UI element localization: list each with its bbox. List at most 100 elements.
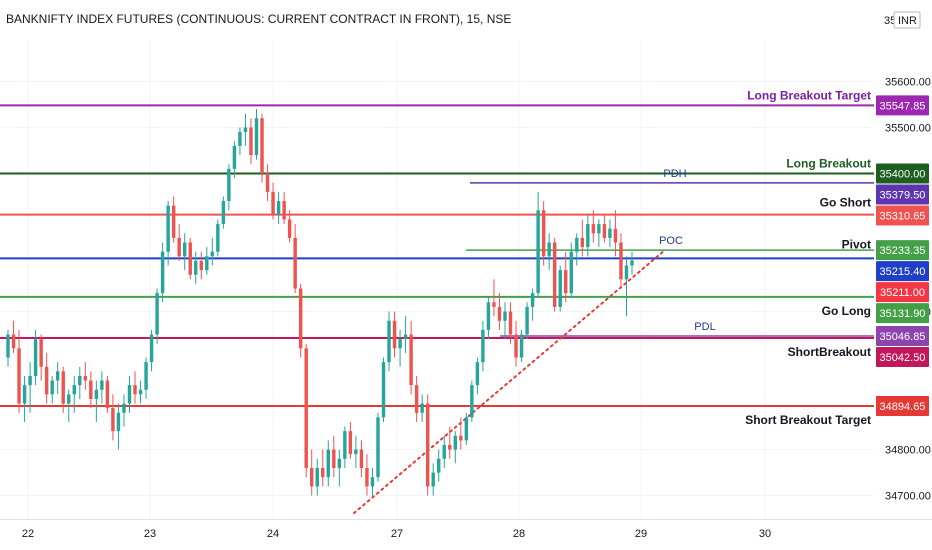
level-label: POC (659, 235, 683, 247)
candle-body (359, 449, 364, 468)
price-tag-label: 35400.00 (880, 168, 926, 180)
price-tag (876, 282, 929, 303)
candle-body (437, 458, 441, 473)
time-tick-label: 28 (513, 528, 525, 540)
price-tags: 35547.85 35400.00 35379.50 35310.65 35233.35… (876, 95, 929, 417)
candle-body (160, 251, 165, 294)
candle-body (497, 306, 502, 321)
candle-body (575, 237, 579, 252)
time-tick-label: 30 (759, 528, 771, 540)
candle-body (442, 444, 446, 459)
price-tick-label: 35500.00 (885, 122, 931, 134)
candle-body (260, 118, 264, 174)
candle-body (486, 302, 491, 330)
candle-body (116, 412, 121, 432)
price-tag (876, 325, 929, 346)
candle-body (365, 467, 369, 487)
candle-body (525, 306, 529, 335)
candle-body (541, 210, 546, 257)
candle-body (216, 224, 220, 252)
candle-body (630, 260, 634, 266)
candle-body (381, 362, 386, 418)
candle-body (105, 380, 110, 409)
time-tick-label: 23 (144, 528, 156, 540)
trendline (353, 250, 664, 515)
candle-body (122, 403, 126, 413)
candle-body (403, 334, 408, 340)
candle-body (249, 127, 253, 156)
top-price-partial: 35 (884, 15, 896, 27)
candle-body (298, 288, 303, 349)
chart-title: BANKNIFTY INDEX FUTURES (CONTINUOUS: CUR… (6, 12, 511, 26)
price-tag (876, 261, 929, 282)
candle-body (508, 311, 513, 335)
price-tag (876, 205, 929, 226)
price-tag (876, 346, 929, 367)
candle-body (293, 237, 297, 289)
candle-body (205, 256, 209, 271)
candle-body (597, 224, 601, 234)
candle-body (144, 362, 148, 390)
price-tag-label: 35211.00 (880, 287, 925, 299)
price-tick-label: 34800.00 (885, 445, 931, 457)
candle-body (210, 251, 215, 257)
price-tag-label: 35233.35 (880, 245, 926, 257)
candle-body (414, 385, 419, 413)
candle-body (354, 449, 358, 455)
time-axis[interactable]: 22 23 24 27 28 29 30 (0, 519, 932, 541)
candle-body (569, 251, 573, 294)
candle-body (271, 191, 275, 215)
price-tag-label: 35310.65 (880, 210, 926, 222)
candle-body (177, 237, 181, 257)
price-tick-label: 34700.00 (885, 491, 931, 503)
candle-body (530, 293, 535, 307)
price-tag-label: 34894.65 (880, 401, 926, 413)
time-ticks: 22 23 24 27 28 29 30 (22, 528, 771, 540)
candle-body (254, 118, 259, 156)
time-tick-label: 27 (391, 528, 403, 540)
candle-body (304, 348, 308, 468)
chart-grid (0, 40, 874, 519)
candle-body (475, 362, 480, 386)
candle-body (310, 467, 314, 487)
candle-body (348, 431, 353, 455)
candle-body (420, 403, 424, 413)
price-tag (876, 95, 929, 116)
level-label: Long Breakout Target (747, 88, 871, 102)
candle-body (586, 224, 590, 248)
candle-body (166, 205, 170, 252)
candle-body (321, 467, 325, 478)
candle-body (111, 408, 115, 432)
candle-body (67, 394, 71, 404)
candle-body (392, 320, 397, 349)
candle-body (188, 242, 192, 275)
candle-body (343, 431, 347, 459)
price-tag (876, 303, 929, 324)
candle-body (28, 375, 32, 386)
candle-body (78, 375, 82, 386)
candle-body (503, 311, 507, 321)
candle-body (580, 237, 585, 248)
price-axis[interactable]: 35 INR 35600.0035500.0035100.0034800.003… (874, 0, 932, 520)
candle-body (431, 472, 435, 487)
candle-body (370, 477, 375, 487)
candle-body (232, 145, 237, 169)
candle-body (536, 210, 540, 294)
candle-body (608, 228, 612, 238)
candle-body (243, 127, 248, 133)
candle-body (282, 201, 286, 220)
candle-body (17, 348, 21, 404)
currency-badge[interactable] (893, 11, 921, 29)
level-labels: Long Breakout Target Long Breakout PDH Go S… (659, 88, 871, 427)
candle-body (547, 242, 551, 257)
candle-body (61, 371, 65, 404)
price-tag-label: 35131.90 (880, 308, 926, 320)
trendline-dotted (353, 250, 664, 515)
candle-body (459, 435, 463, 441)
candle-body (155, 293, 159, 335)
candle-body (133, 385, 137, 395)
candle-body (613, 228, 618, 243)
level-label: PDL (694, 321, 715, 333)
time-tick-label: 24 (267, 528, 279, 540)
